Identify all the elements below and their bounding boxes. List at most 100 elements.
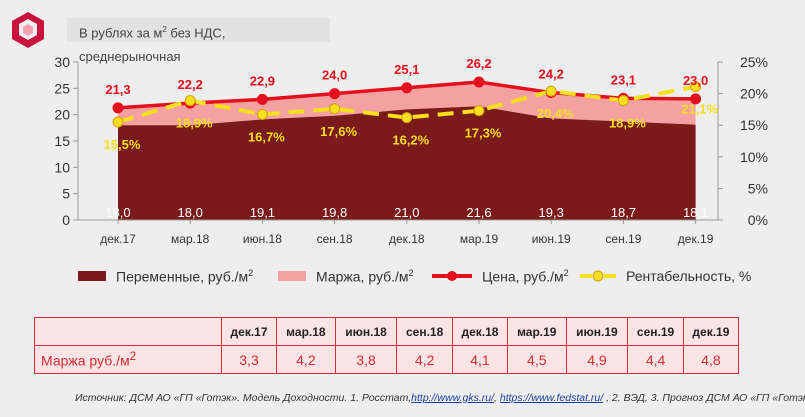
legend-item-price: Цена, руб./м2 xyxy=(432,268,569,285)
x-tick-label: июн.19 xyxy=(532,232,571,246)
source-link-fedstat[interactable]: https://www.fedstat.ru/ xyxy=(499,392,604,404)
price-data-label: 23,1 xyxy=(611,72,636,87)
profitability-data-label: 18,9% xyxy=(609,116,646,131)
profitability-data-label: 16,7% xyxy=(248,129,285,144)
profitability-data-label: 18,9% xyxy=(176,116,213,131)
chart-subtitle: В рублях за м2 без НДС, среднерыночная xyxy=(67,18,330,64)
legend-item-profitability: Рентабельность, % xyxy=(580,268,751,284)
profitability-point xyxy=(256,108,268,120)
variable-data-label: 19,1 xyxy=(250,205,275,220)
profitability-point xyxy=(473,105,485,117)
variable-data-label: 18,0 xyxy=(178,205,203,220)
y-right-tick-label: 15% xyxy=(740,117,768,133)
x-tick-label: дек.18 xyxy=(389,232,425,246)
table-cell: 3,8 xyxy=(334,345,398,374)
table-cell: 4,2 xyxy=(396,345,453,374)
table-row-label: Маржа руб./м2 xyxy=(34,345,222,374)
variable-data-label: 21,0 xyxy=(394,205,419,220)
legend-swatch-margin xyxy=(278,271,306,282)
table-cell: 4,4 xyxy=(627,345,684,374)
price-point xyxy=(401,82,413,94)
y-left-tick-label: 15 xyxy=(54,133,70,149)
margin-table: дек.17 мар.18 июн.18 сен.18 дек.18 мар.19 июн.… xyxy=(34,317,740,374)
source-link-gks[interactable]: http://www.gks.ru/ xyxy=(411,392,495,404)
y-left-tick-label: 30 xyxy=(54,54,70,70)
table-cell: 3,3 xyxy=(220,345,278,374)
y-left-tick-label: 20 xyxy=(54,107,70,123)
profitability-point xyxy=(545,85,557,97)
x-tick-label: мар.19 xyxy=(460,232,499,246)
table-row: Маржа руб./м2 3,3 4,2 3,8 4,2 4,1 4,5 4,9 4,4 4,… xyxy=(34,345,740,374)
y-left-tick-label: 25 xyxy=(54,80,70,96)
profitability-point xyxy=(690,81,702,93)
y-right-tick-label: 20% xyxy=(740,86,768,102)
profitability-data-label: 17,3% xyxy=(465,126,502,141)
table-cell: 4,1 xyxy=(451,345,508,374)
table-header-cell: июн.19 xyxy=(565,317,629,346)
y-right-tick-label: 5% xyxy=(748,180,768,196)
legend-item-margin: Маржа, руб./м2 xyxy=(278,268,414,285)
price-data-label: 24,2 xyxy=(539,67,564,82)
x-tick-label: сен.18 xyxy=(317,232,353,246)
profitability-point xyxy=(401,112,413,124)
table-header-cell: дек.19 xyxy=(682,317,740,346)
variable-data-label: 21,6 xyxy=(466,205,491,220)
price-point xyxy=(690,93,702,105)
table-header-cell: сен.19 xyxy=(627,317,684,346)
price-point xyxy=(329,88,341,100)
price-data-label: 22,2 xyxy=(178,77,203,92)
legend-swatch-price xyxy=(432,271,472,282)
table-header-cell: дек.17 xyxy=(220,317,278,346)
x-tick-label: сен.19 xyxy=(605,232,641,246)
price-point xyxy=(112,102,124,114)
table-header-cell: сен.18 xyxy=(396,317,453,346)
x-tick-label: дек.17 xyxy=(100,232,136,246)
y-right-tick-label: 25% xyxy=(740,54,768,70)
variable-data-label: 18,1 xyxy=(683,205,708,220)
source-note: Источник: ДСМ АО «ГП «Готэк». Модель Дох… xyxy=(75,392,805,404)
legend-item-variable: Переменные, руб./м2 xyxy=(78,268,253,285)
variable-area xyxy=(118,106,696,220)
price-data-label: 26,2 xyxy=(466,56,491,71)
table-header-cell: дек.18 xyxy=(451,317,508,346)
profitability-data-label: 21,1% xyxy=(681,102,718,117)
table-cell: 4,8 xyxy=(682,345,740,374)
profitability-point xyxy=(617,95,629,107)
table-header-row: дек.17 мар.18 июн.18 сен.18 дек.18 мар.19 июн.… xyxy=(34,317,740,346)
price-point xyxy=(256,93,268,105)
x-tick-label: мар.18 xyxy=(171,232,210,246)
price-data-label: 23,0 xyxy=(683,73,708,88)
table-header-cell: мар.19 xyxy=(506,317,567,346)
y-left-tick-label: 0 xyxy=(62,212,70,228)
price-data-label: 21,3 xyxy=(105,82,130,97)
variable-data-label: 19,8 xyxy=(322,205,347,220)
profitability-line xyxy=(117,84,696,124)
price-data-label: 22,9 xyxy=(250,73,275,88)
table-cell: 4,5 xyxy=(506,345,567,374)
legend-swatch-profitability xyxy=(580,270,616,282)
table-header-cell: июн.18 xyxy=(334,317,398,346)
profitability-data-label: 16,2% xyxy=(392,133,429,148)
company-logo xyxy=(12,12,44,48)
profitability-data-label: 20,4% xyxy=(537,106,574,121)
chart-legend: Переменные, руб./м2 Маржа, руб./м2 Цена,… xyxy=(0,268,805,292)
legend-swatch-variable xyxy=(78,271,106,282)
x-tick-label: июн.18 xyxy=(243,232,282,246)
price-data-label: 24,0 xyxy=(322,68,347,83)
profitability-point xyxy=(329,103,341,115)
table-cell: 4,2 xyxy=(276,345,336,374)
y-right-tick-label: 10% xyxy=(740,149,768,165)
price-data-label: 25,1 xyxy=(394,62,419,77)
x-tick-label: дек.19 xyxy=(678,232,714,246)
profitability-data-label: 15,5% xyxy=(104,137,141,152)
chart: 0 5 10 15 20 25 30 0% 5% 10% 15% 20% 25% дек.17 мар.18… xyxy=(54,54,768,246)
variable-data-label: 18,0 xyxy=(105,205,130,220)
y-left-tick-label: 5 xyxy=(62,186,70,202)
profitability-point xyxy=(184,95,196,107)
price-point xyxy=(473,76,485,88)
table-header-cell: мар.18 xyxy=(276,317,336,346)
y-left-tick-label: 10 xyxy=(54,159,70,175)
y-right-tick-label: 0% xyxy=(748,212,768,228)
variable-data-label: 19,3 xyxy=(539,205,564,220)
profitability-point xyxy=(112,116,124,128)
